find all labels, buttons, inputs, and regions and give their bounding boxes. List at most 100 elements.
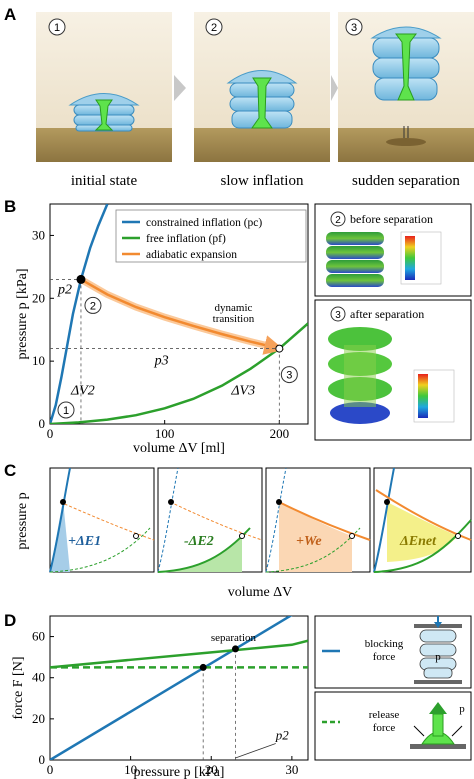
chart-c-ylabel: pressure p [15, 492, 30, 549]
stage-2-frame [194, 12, 330, 162]
chart-b-plot-area [49, 203, 309, 425]
label-p2: p2 [57, 282, 72, 297]
p2-label: p2 [275, 727, 290, 742]
y-tick-label: 20 [32, 711, 45, 726]
marker-2-text: 2 [90, 300, 96, 312]
blocking-force-icon [414, 616, 462, 684]
panel-d-letter: D [4, 611, 16, 630]
point-3 [275, 344, 284, 353]
marker-1 [57, 401, 75, 419]
series-group [50, 204, 308, 424]
label-p3: p3 [154, 354, 169, 369]
label-transition-1: dynamic [215, 302, 253, 314]
sim-top-label: before separation [350, 212, 433, 226]
energy-box-2: -ΔE2 [157, 467, 263, 573]
legend-adiabatic: adiabatic expansion [146, 249, 237, 261]
panel-b-letter: B [4, 197, 16, 216]
marker-2 [84, 296, 102, 314]
stage-arrow-icon [174, 75, 186, 101]
bellow-stage-2-icon [226, 70, 298, 129]
series-group [50, 616, 308, 760]
stage-1-label: initial state [71, 173, 138, 189]
marker-3-text: 3 [286, 370, 292, 382]
energy-label-2: -ΔE2 [184, 534, 214, 549]
energy-label-3: +We [296, 534, 322, 549]
stage-2-number [205, 18, 223, 36]
chart-c-xlabel: volume ΔV [228, 585, 293, 600]
stage-1-number-text: 1 [54, 22, 60, 34]
sim-before-separation: 2 before separation [314, 203, 472, 297]
panel-c-letter: C [4, 461, 16, 480]
colorbar-icon [418, 374, 428, 418]
marker-1-text: 1 [63, 405, 69, 417]
stage-arrow-icon [331, 75, 338, 101]
series-constrained [50, 204, 109, 424]
legend-free: free inflation (pf) [146, 233, 226, 245]
intersection-point [199, 663, 207, 671]
chart-d-xlabel: pressure p [kPa] [134, 765, 225, 779]
y-tick-label: 20 [32, 290, 45, 305]
energy-box-3: +We [265, 467, 371, 573]
separation-point [231, 645, 239, 653]
series-adiabatic [80, 278, 285, 355]
energy-label-1: +ΔE1 [68, 534, 101, 549]
panel-a-letter: A [4, 5, 16, 24]
bellow-stage-3-icon [370, 26, 442, 146]
sim-after-bellow-icon [328, 327, 392, 424]
label-dv3: ΔV3 [230, 384, 255, 399]
y-tick-label: 60 [32, 629, 45, 644]
inset-p-release: p [459, 703, 465, 715]
y-tick-label: 0 [39, 752, 46, 767]
chart-b: 0 100 200 0 10 20 30 1 2 3 p2 p3 ΔV2 ΔV3 dynamictransi… [32, 204, 308, 441]
x-tick-label: 30 [285, 762, 298, 777]
legend-blocking-2: force [373, 651, 396, 663]
legend-release-1: release [369, 709, 400, 721]
label-dv2: ΔV2 [70, 384, 95, 399]
y-tick-label: 10 [32, 353, 45, 368]
chart-d-plot-area [49, 615, 309, 761]
sim-before-bellow-icon [326, 232, 384, 287]
x-tick-label: 20 [205, 762, 218, 777]
point-2 [76, 274, 86, 284]
stage-3-number-text: 3 [351, 22, 357, 34]
energy-box-1: +ΔE1 [49, 467, 155, 573]
y-tick-label: 40 [32, 670, 45, 685]
chart-b-xlabel: volume ΔV [ml] [133, 441, 225, 456]
marker-3 [280, 366, 298, 384]
series-free [50, 322, 308, 424]
legend-release-2: force [373, 722, 396, 734]
chart-d: 0 10 20 30 0 20 40 60 separation p2 [32, 616, 308, 777]
stage-2-number-text: 2 [211, 22, 217, 34]
chart-d-legend-release: release force p [314, 691, 472, 761]
chart-b-legend: constrained inflation (pc) free inflatio… [115, 209, 307, 263]
chart-d-legend-blocking: blocking force p [314, 615, 472, 689]
y-tick-label: 30 [32, 227, 45, 242]
separation-label: separation [211, 632, 257, 644]
label-transition-2: transition [213, 313, 255, 325]
sim-top-num: 2 [335, 215, 341, 226]
stage-1-number [48, 18, 66, 36]
chart-b-ylabel: pressure p [kPa] [15, 269, 30, 360]
chart-d-ylabel: force F [N] [11, 657, 26, 720]
stage-3-number [345, 18, 363, 36]
energy-label-4: ΔEnet [399, 534, 437, 549]
y-tick-label: 0 [39, 416, 46, 431]
sim-after-separation: 3 after separation [314, 299, 472, 441]
series-blocking [50, 616, 293, 760]
x-tick-label: 200 [270, 426, 290, 441]
x-tick-label: 0 [47, 762, 54, 777]
stage-1-frame [36, 12, 172, 162]
bellow-stage-1-icon [68, 93, 140, 132]
x-tick-label: 0 [47, 426, 54, 441]
release-force-icon [410, 702, 466, 749]
panel-c: C pressure p +ΔE1 -ΔE2 [4, 461, 472, 600]
sim-bottom-num: 3 [335, 310, 341, 321]
x-tick-label: 100 [155, 426, 175, 441]
colorbar-icon [405, 236, 415, 280]
panel-b: B 0 100 200 0 10 20 30 1 2 3 p2 p3 ΔV2 ΔV3 dynamictran… [4, 197, 472, 456]
x-tick-label: 10 [124, 762, 137, 777]
legend-constrained: constrained inflation (pc) [146, 217, 262, 229]
series-release [50, 639, 308, 669]
sim-bottom-label: after separation [350, 307, 424, 321]
